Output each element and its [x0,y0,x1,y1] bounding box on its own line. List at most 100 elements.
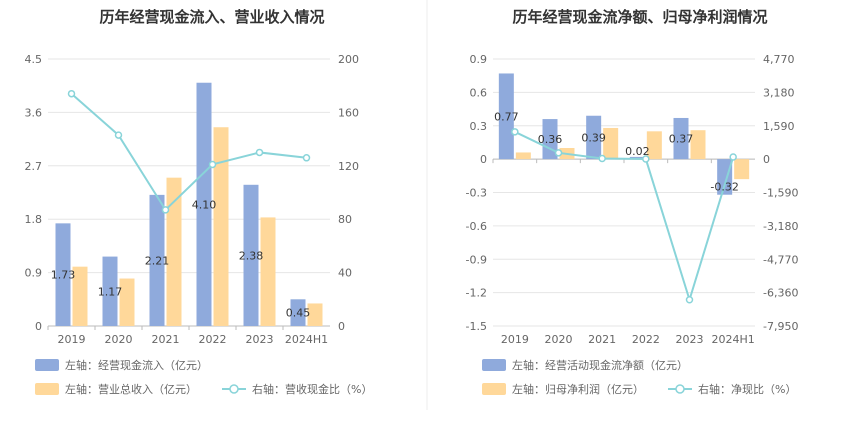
chart1-left-tick: 4.5 [25,53,43,66]
chart1-data-label: 1.17 [98,285,123,298]
chart1-x-tick-label: 2019 [58,333,86,346]
chart1-bar-orange [166,177,182,326]
chart2-legend-item: 左轴：经营活动现金流净额（亿元） [512,358,688,372]
chart2-left-tick: 0.6 [470,86,488,99]
chart2-bar-blue [717,159,733,195]
chart2-bar-orange [734,159,750,180]
chart2-data-label: -0.32 [710,181,738,194]
chart2-ratio-line [514,130,735,304]
chart1-right-tick: 200 [338,53,359,66]
chart2-x-tick-label: 2023 [676,333,704,346]
chart1-legend-swatch-point [229,384,239,394]
chart2-ratio-point [729,153,737,161]
chart1-ratio-point [302,154,311,162]
chart2-right-tick: 3,180 [763,86,795,99]
chart2-data-label: 0.37 [669,133,694,146]
chart2-right-tick: -1,590 [763,187,798,200]
chart1-bar-blue [243,184,259,326]
chart1-legend-swatch-orange [35,383,59,395]
chart1-left-tick: 0.9 [25,267,43,280]
chart2-bar-orange [646,131,662,160]
chart1-right-tick: 0 [338,320,345,333]
chart1-ratio-point [114,131,123,139]
chart2-x-tick-label: 2022 [632,333,660,346]
chart1-bar-orange [72,266,88,326]
chart1-legend-item: 右轴：营收现金比（%） [252,382,372,396]
chart2-right-tick: -3,180 [763,220,798,233]
chart2-bar-blue [586,115,602,160]
chart2-ratio-point [511,128,519,136]
chart1-left-tick: 2.7 [25,160,43,173]
chart2-right-tick: 1,590 [763,120,795,133]
chart1-legend-swatch-blue [35,359,59,371]
chart1-left-tick: 1.8 [25,213,43,226]
chart1-bar-blue [55,223,71,326]
chart1-data-label: 2.38 [239,249,264,262]
chart1-bar-blue [196,82,212,326]
chart2-left-tick: -1.2 [466,287,487,300]
chart2-legend-swatch-blue [482,359,506,371]
chart2-legend-item: 右轴：净现比（%） [698,382,796,396]
chart1-ratio-point [161,206,170,214]
chart1-x-tick-label: 2021 [152,333,180,346]
chart2-left-tick: -0.6 [466,220,487,233]
chart2-left-tick: 0.3 [470,120,488,133]
chart1-data-label: 0.45 [286,307,311,320]
chart1-bar-orange [213,127,229,326]
chart1-left-tick: 0 [35,320,42,333]
chart2-bar-orange [690,130,706,160]
chart2-legend-swatch-orange [482,383,506,395]
chart1-data-label: 1.73 [51,269,76,282]
chart1-right-tick: 80 [338,213,352,226]
chart2-right-tick: 0 [763,153,770,166]
chart1-right-tick: 120 [338,160,359,173]
chart2-x-tick-label: 2020 [545,333,573,346]
chart2-ratio-point [642,155,650,163]
chart1-left-tick: 3.6 [25,106,43,119]
chart2-title: 历年经营现金流净额、归母净利润情况 [512,8,767,26]
chart1-ratio-point [255,148,264,157]
chart2-right-tick: -6,360 [763,287,798,300]
chart2-right-tick: -4,770 [763,253,798,266]
chart1-ratio-point [208,160,217,169]
chart1-x-tick-label: 2022 [199,333,227,346]
chart2-ratio-point [554,149,563,157]
chart1-bar-orange [307,303,323,326]
chart1-title: 历年经营现金流入、营业收入情况 [99,8,324,26]
chart2-left-tick: -1.5 [466,320,487,333]
chart2-ratio-point [685,296,694,304]
chart2-data-label: 0.77 [494,110,519,123]
chart2-bar-orange [603,127,619,160]
chart1-bar-orange [119,278,135,326]
chart2-left-tick: 0 [480,153,487,166]
chart2-data-label: 0.02 [625,145,650,158]
chart1-ratio-point [67,89,76,98]
chart1-data-label: 4.10 [192,198,217,211]
chart1-legend-item: 左轴：营业总收入（亿元） [65,382,197,396]
chart2-x-tick-label: 2021 [588,333,616,346]
chart2-data-label: 0.36 [538,133,563,146]
chart1-bar-orange [260,217,276,326]
chart1-right-tick: 40 [338,267,352,280]
chart2-data-label: 0.39 [581,131,606,144]
chart1-bar-blue [290,299,306,326]
chart2-bar-blue [673,117,689,160]
chart2-bar-orange [515,152,531,160]
chart1-x-tick-label: 2023 [246,333,274,346]
chart1-bar-blue [149,194,165,326]
chart2-legend-item: 左轴：归母净利润（亿元） [512,382,644,396]
chart1-data-label: 2.21 [145,254,170,267]
chart2-left-tick: -0.3 [466,187,487,200]
chart2-bar-blue [542,119,558,160]
chart2-ratio-point [598,154,606,163]
chart2-legend-swatch-point [675,384,685,394]
chart2-right-tick: -7,950 [763,320,798,333]
chart1-bar-blue [102,256,118,326]
chart2-right-tick: 4,770 [763,53,795,66]
chart1-x-tick-label: 2024H1 [285,333,328,346]
chart1-legend-item: 左轴：经营现金流入（亿元） [65,358,208,372]
chart2-left-tick: -0.9 [466,253,487,266]
chart2-left-tick: 0.9 [470,53,488,66]
chart1-right-tick: 160 [338,106,359,119]
